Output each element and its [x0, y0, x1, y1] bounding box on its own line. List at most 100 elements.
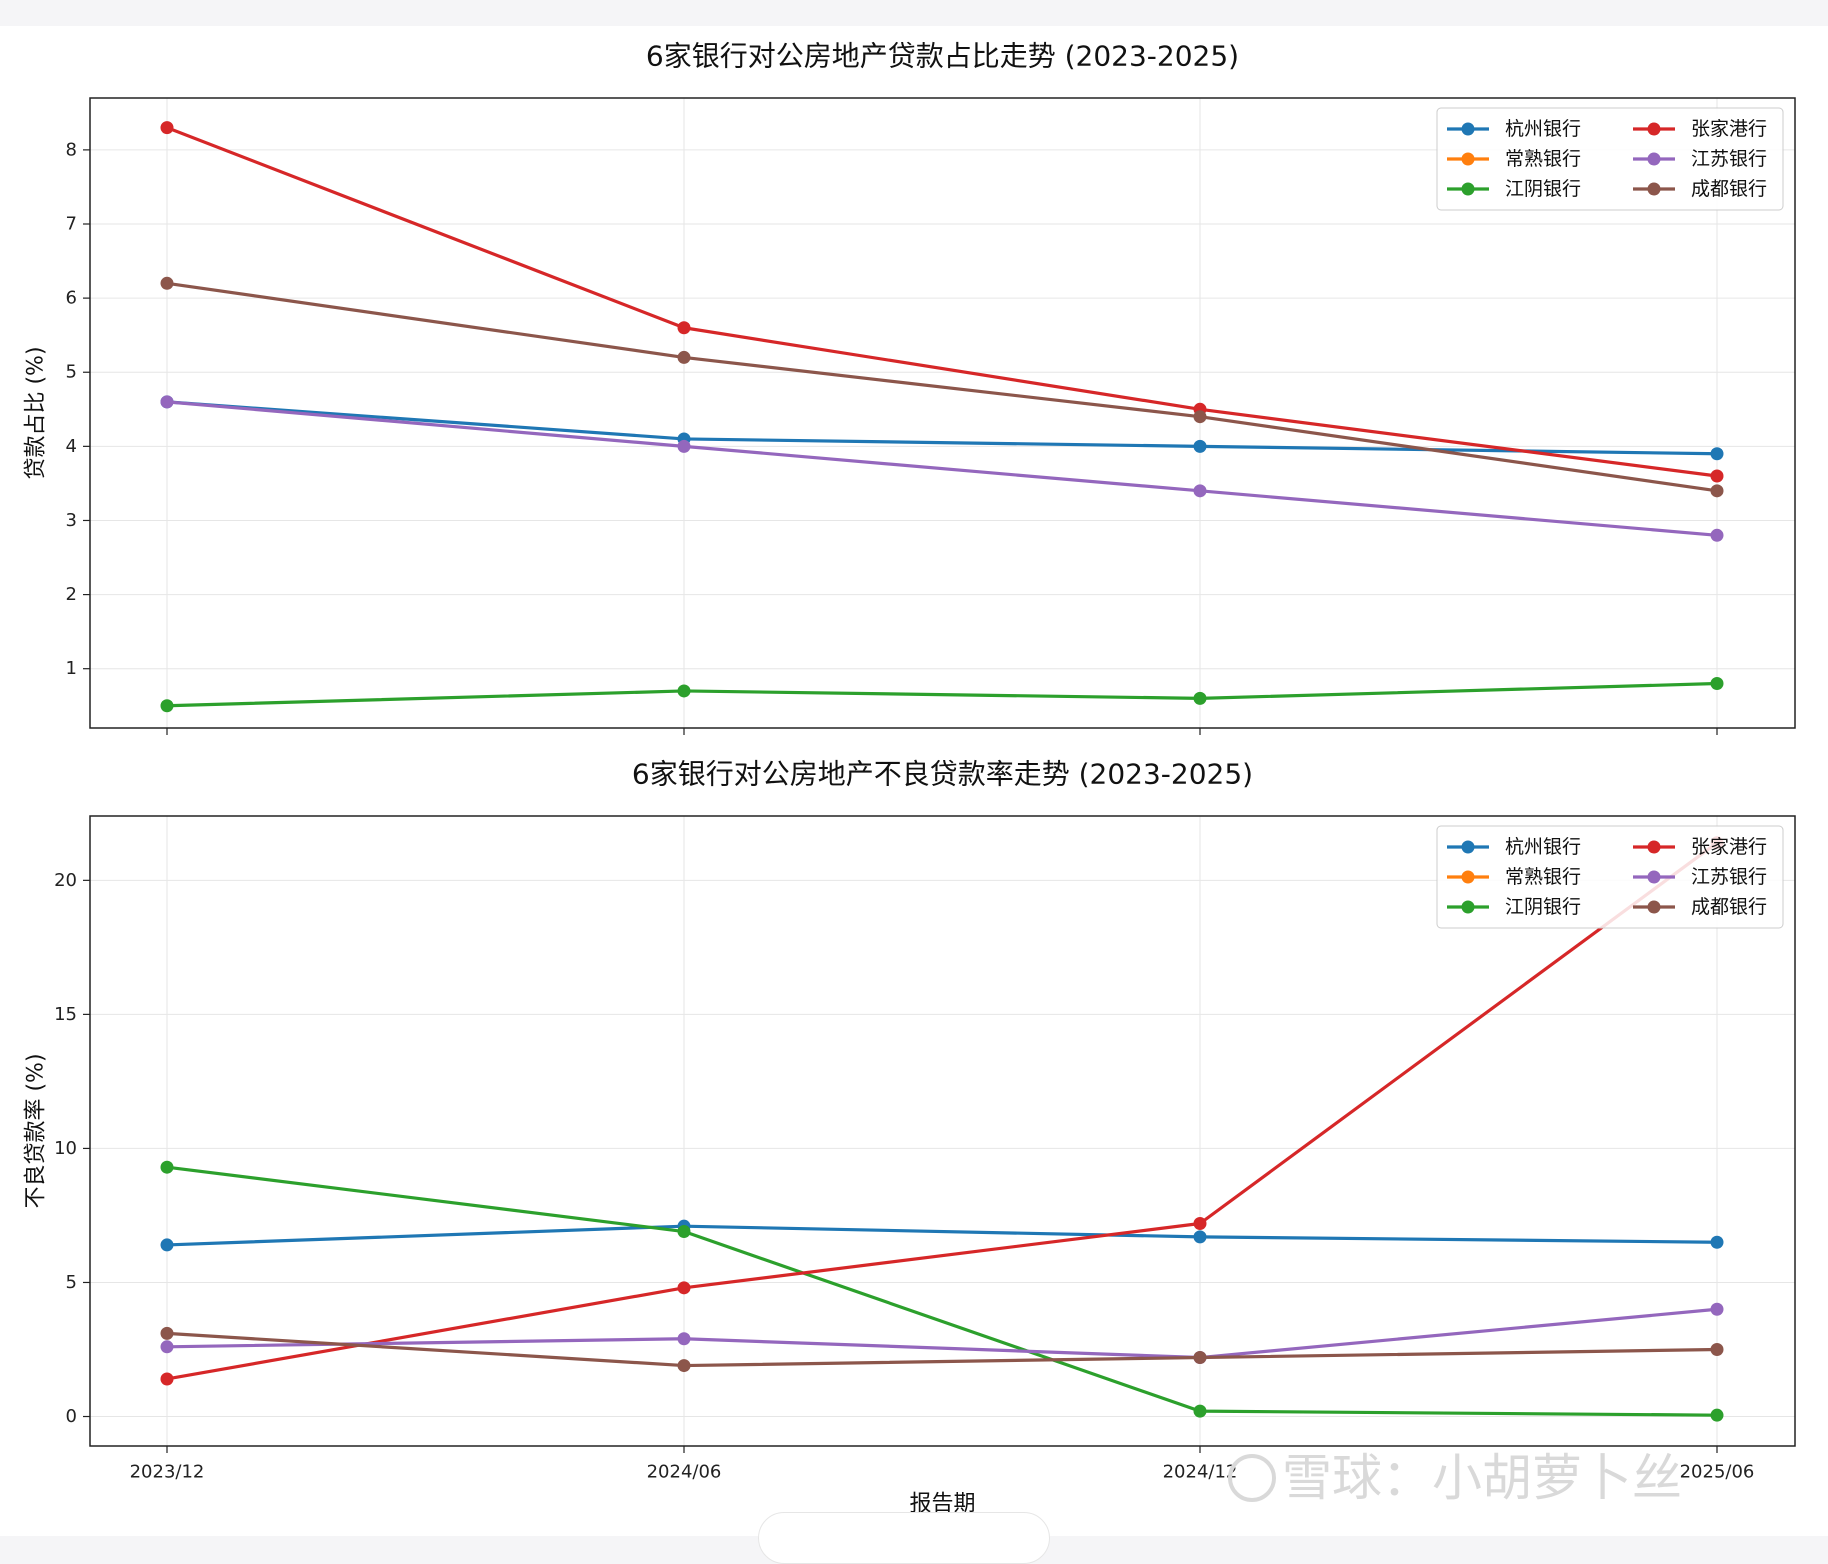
y-tick-label: 2: [66, 584, 77, 605]
series-group-5: [160, 1326, 1724, 1373]
y-tick-label: 3: [66, 510, 77, 531]
data-point: [1193, 439, 1207, 453]
series-group-5: [160, 276, 1724, 498]
legend-label: 杭州银行: [1505, 836, 1581, 858]
legend-box: [1436, 825, 1784, 929]
plot-frame: [89, 815, 1796, 1447]
chart-panel-1: 6家银行对公房地产贷款占比走势 (2023-2025) 1 2 3 4 5 6 7 8 贷款占比 …: [24, 40, 1796, 735]
y-tick-label: 1: [66, 658, 77, 679]
legend-item: 杭州银行: [1447, 836, 1581, 858]
y-axis-label: 不良贷款率 (%): [24, 1053, 49, 1208]
legend-label: 杭州银行: [1505, 118, 1581, 140]
legend-label: 张家港行: [1691, 118, 1767, 140]
data-point: [1193, 1230, 1207, 1244]
series-line: [166, 841, 1718, 1381]
series-line: [166, 681, 1718, 708]
legend-marker: [1461, 122, 1475, 136]
series-group-1: [160, 121, 1724, 483]
bottom-overlay-pill[interactable]: [758, 1512, 1050, 1564]
legend-marker: [1461, 182, 1475, 196]
y-tick-label: 8: [66, 139, 77, 160]
legend-label: 江苏银行: [1691, 866, 1767, 888]
y-tick-label: 10: [54, 1138, 77, 1159]
y-axis-label: 贷款占比 (%): [24, 346, 49, 479]
series-line: [166, 1307, 1718, 1360]
legend-label: 成都银行: [1691, 896, 1767, 918]
chart-figure: 6家银行对公房地产贷款占比走势 (2023-2025) 1 2 3 4 5 6 7 8 贷款占比 …: [24, 40, 1796, 1517]
data-point: [1710, 1235, 1724, 1249]
legend-item: 江苏银行: [1633, 148, 1767, 170]
data-point: [160, 395, 174, 409]
legend-item: 江苏银行: [1633, 866, 1767, 888]
data-point: [160, 1340, 174, 1354]
data-point: [677, 684, 691, 698]
legend-marker: [1647, 900, 1661, 914]
data-point: [1193, 484, 1207, 498]
data-point: [677, 350, 691, 364]
data-point: [160, 276, 174, 290]
data-point: [677, 1281, 691, 1295]
y-tick-label: 5: [66, 1272, 77, 1293]
series-group-4: [160, 677, 1724, 713]
legend-marker: [1647, 122, 1661, 136]
data-point: [677, 321, 691, 335]
legend-item: 成都银行: [1633, 178, 1767, 200]
data-point: [160, 699, 174, 713]
chart-panel-2: 6家银行对公房地产不良贷款率走势 (2023-2025) 0 5 10 15 20 2023…: [24, 758, 1796, 1517]
legend-label: 常熟银行: [1505, 148, 1581, 170]
data-point: [1710, 469, 1724, 483]
legend-label: 张家港行: [1691, 836, 1767, 858]
data-point: [677, 439, 691, 453]
figure: 6家银行对公房地产贷款占比走势 (2023-2025) 1 2 3 4 5 6 7 8 贷款占比 …: [0, 26, 1828, 1536]
series-line: [166, 1165, 1718, 1417]
series-group-0: [160, 395, 1724, 461]
data-point: [1710, 1408, 1724, 1422]
legend-marker: [1461, 870, 1475, 884]
legend-item: 杭州银行: [1447, 118, 1581, 140]
y-tick-label: 6: [66, 288, 77, 309]
series-line: [166, 126, 1718, 478]
y-tick-label: 7: [66, 214, 77, 235]
data-point: [160, 1238, 174, 1252]
series-group-4: [160, 1160, 1724, 1422]
series-group-3: [160, 395, 1724, 542]
chart-title: 6家银行对公房地产贷款占比走势 (2023-2025): [646, 40, 1239, 73]
series-group-0: [160, 1219, 1724, 1252]
data-point: [1710, 1302, 1724, 1316]
x-tick-label: 2023/12: [130, 1462, 205, 1483]
legend-label: 江阴银行: [1505, 896, 1581, 918]
data-point: [1193, 1404, 1207, 1418]
chart-title: 6家银行对公房地产不良贷款率走势 (2023-2025): [632, 758, 1253, 791]
legend-marker: [1461, 840, 1475, 854]
legend-marker: [1647, 182, 1661, 196]
legend-label: 成都银行: [1691, 178, 1767, 200]
legend-marker: [1647, 870, 1661, 884]
data-point: [160, 1160, 174, 1174]
legend-item: 张家港行: [1633, 836, 1767, 858]
data-point: [1193, 691, 1207, 705]
y-tick-label: 15: [54, 1004, 77, 1025]
legend-item: 江阴银行: [1447, 178, 1581, 200]
legend-marker: [1647, 840, 1661, 854]
plot-frame: [89, 97, 1796, 729]
legend-marker: [1647, 152, 1661, 166]
data-point: [1193, 1216, 1207, 1230]
legend-label: 江阴银行: [1505, 178, 1581, 200]
x-tick-label: 2024/12: [1163, 1462, 1238, 1483]
legend-box: [1436, 107, 1784, 211]
legend-item: 江阴银行: [1447, 896, 1581, 918]
data-point: [677, 1359, 691, 1373]
data-point: [160, 1372, 174, 1386]
data-point: [160, 1326, 174, 1340]
legend-marker: [1461, 900, 1475, 914]
data-point: [1710, 677, 1724, 691]
data-point: [1193, 1351, 1207, 1365]
series-line: [166, 1224, 1718, 1247]
watermark-logo: [1228, 1454, 1276, 1502]
y-tick-label: 5: [66, 362, 77, 383]
series-group-3: [160, 1302, 1724, 1365]
legend-label: 江苏银行: [1691, 148, 1767, 170]
series-line: [166, 400, 1718, 537]
